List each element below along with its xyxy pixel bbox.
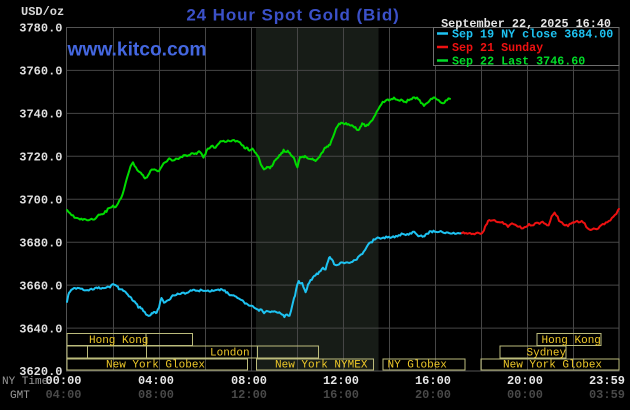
svg-text:24 Hour Spot Gold (Bid): 24 Hour Spot Gold (Bid) xyxy=(186,6,399,25)
svg-text:3760.0: 3760.0 xyxy=(19,65,62,79)
svg-text:New York NYMEX: New York NYMEX xyxy=(275,360,368,372)
svg-text:Hong Kong: Hong Kong xyxy=(542,335,601,347)
svg-text:New York Globex: New York Globex xyxy=(106,360,205,372)
svg-text:3680.0: 3680.0 xyxy=(19,236,62,250)
svg-text:23:59: 23:59 xyxy=(589,374,625,388)
svg-text:12:00: 12:00 xyxy=(231,388,267,402)
svg-text:www.kitco.com: www.kitco.com xyxy=(67,40,207,61)
svg-text:16:00: 16:00 xyxy=(415,374,451,388)
svg-text:03:59: 03:59 xyxy=(589,388,625,402)
svg-text:Sydney: Sydney xyxy=(527,348,567,360)
svg-text:04:00: 04:00 xyxy=(45,388,81,402)
svg-text:20:00: 20:00 xyxy=(415,388,451,402)
svg-text:20:00: 20:00 xyxy=(507,374,543,388)
svg-text:September 22, 2025 16:40: September 22, 2025 16:40 xyxy=(441,17,611,31)
svg-text:3660.0: 3660.0 xyxy=(19,279,62,293)
svg-text:00:00: 00:00 xyxy=(507,388,543,402)
svg-text:USD/oz: USD/oz xyxy=(21,5,64,19)
svg-text:GMT: GMT xyxy=(10,390,30,402)
svg-text:Sep 21 Sunday: Sep 21 Sunday xyxy=(452,41,543,55)
svg-text:London: London xyxy=(210,348,250,360)
svg-text:16:00: 16:00 xyxy=(323,388,359,402)
svg-text:12:00: 12:00 xyxy=(323,374,359,388)
svg-text:3740.0: 3740.0 xyxy=(19,108,62,122)
svg-text:08:00: 08:00 xyxy=(231,374,267,388)
svg-text:00:00: 00:00 xyxy=(45,374,81,388)
svg-text:New York Globex: New York Globex xyxy=(503,360,602,372)
svg-text:3620.0: 3620.0 xyxy=(19,365,62,379)
svg-text:3700.0: 3700.0 xyxy=(19,193,62,207)
svg-text:3720.0: 3720.0 xyxy=(19,151,62,165)
svg-text:3780.0: 3780.0 xyxy=(19,22,62,36)
svg-text:04:00: 04:00 xyxy=(138,374,174,388)
svg-text:NY Time: NY Time xyxy=(2,376,48,388)
svg-text:3640.0: 3640.0 xyxy=(19,322,62,336)
svg-text:08:00: 08:00 xyxy=(138,388,174,402)
svg-text:NY Globex: NY Globex xyxy=(388,360,448,372)
svg-text:Sep 19 NY close 3684.00: Sep 19 NY close 3684.00 xyxy=(452,28,613,42)
svg-text:Sep 22 Last 3746.60: Sep 22 Last 3746.60 xyxy=(452,55,585,69)
svg-text:Hong Kong: Hong Kong xyxy=(89,335,148,347)
